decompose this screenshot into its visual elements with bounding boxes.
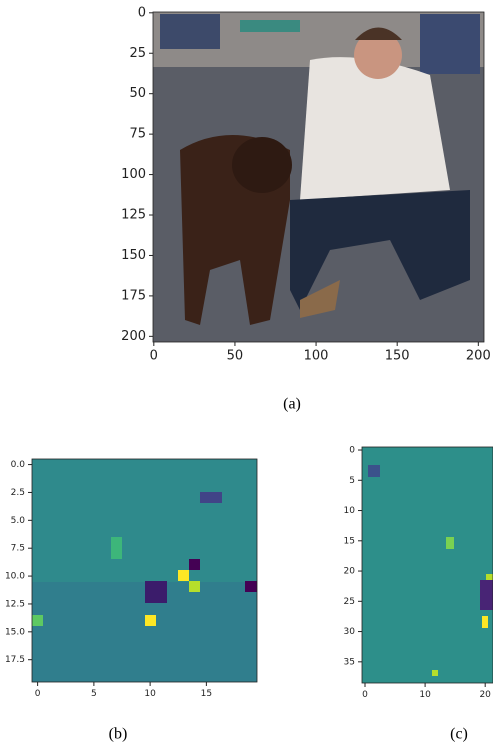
- figure: (a) (b) (c) 0501001502000255075100125150…: [0, 0, 493, 746]
- x-tick-label: 10: [419, 690, 431, 700]
- heatmap-b: [32, 459, 257, 682]
- y-tick-label: 20: [344, 567, 356, 577]
- y-tick-label: 10.0: [5, 572, 25, 582]
- y-tick-label: 0.0: [11, 460, 26, 470]
- y-tick-label: 2.5: [11, 488, 25, 498]
- y-tick-label: 35: [344, 657, 355, 667]
- x-tick-label: 5: [91, 689, 97, 699]
- x-tick-label: 50: [227, 348, 244, 363]
- x-tick-label: 0: [35, 689, 41, 699]
- y-tick-label: 25: [129, 46, 146, 61]
- y-tick-label: 5: [349, 476, 355, 486]
- x-tick-label: 15: [201, 689, 212, 699]
- y-tick-label: 12.5: [5, 599, 25, 609]
- x-tick-label: 0: [150, 348, 158, 363]
- caption: (a): [283, 396, 301, 413]
- y-tick-label: 150: [121, 248, 146, 263]
- y-tick-label: 30: [344, 627, 356, 637]
- photo: [153, 12, 484, 342]
- heatmap-c: [362, 447, 493, 683]
- y-tick-label: 50: [129, 86, 146, 101]
- y-tick-label: 125: [121, 208, 146, 223]
- y-tick-label: 0: [138, 5, 146, 20]
- x-tick-label: 10: [144, 689, 156, 699]
- caption: (c): [450, 726, 468, 743]
- y-tick-label: 10: [344, 506, 356, 516]
- y-tick-label: 15: [344, 536, 355, 546]
- y-tick-label: 7.5: [11, 544, 25, 554]
- y-tick-label: 200: [121, 329, 146, 344]
- y-tick-label: 0: [349, 446, 355, 456]
- caption: (b): [109, 726, 128, 743]
- x-tick-label: 100: [304, 348, 329, 363]
- x-tick-label: 150: [385, 348, 410, 363]
- y-tick-label: 17.5: [5, 655, 25, 665]
- y-tick-label: 175: [121, 288, 146, 303]
- x-tick-label: 200: [466, 348, 491, 363]
- y-tick-label: 15.0: [5, 627, 25, 637]
- y-tick-label: 100: [121, 167, 146, 182]
- y-tick-label: 75: [129, 127, 146, 142]
- x-tick-label: 0: [362, 690, 368, 700]
- y-tick-label: 25: [344, 597, 355, 607]
- y-tick-label: 5.0: [11, 516, 26, 526]
- x-tick-label: 20: [479, 690, 491, 700]
